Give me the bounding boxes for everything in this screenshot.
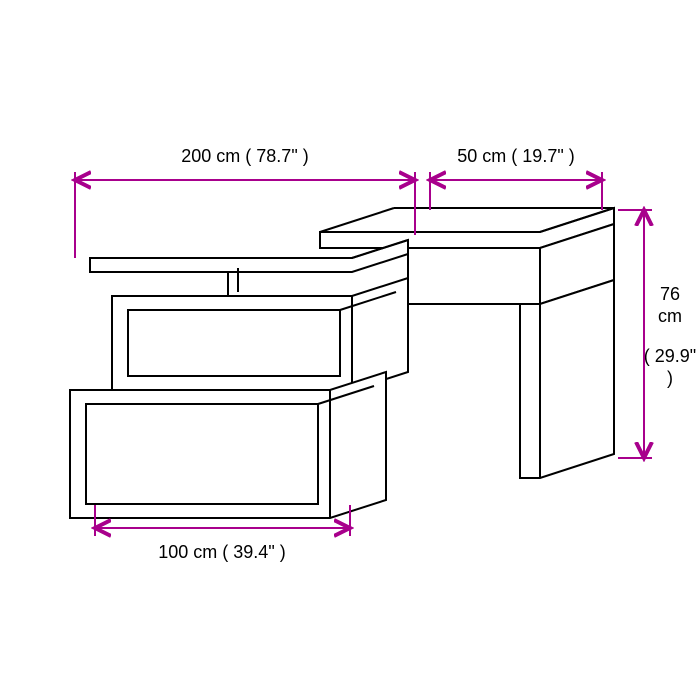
svg-text:cm: cm [658,306,682,326]
furniture-drawing [70,208,614,518]
dimension-diagram: 200 cm ( 78.7" ) 50 cm ( 19.7" ) 76 cm (… [0,0,700,700]
svg-text:( 29.9": ( 29.9" [644,346,696,366]
label-width-full: 200 cm ( 78.7" ) [181,146,308,166]
svg-text:76: 76 [660,284,680,304]
svg-text:): ) [667,368,673,388]
label-shelf-width: 100 cm ( 39.4" ) [158,542,285,562]
label-depth: 50 cm ( 19.7" ) [457,146,574,166]
